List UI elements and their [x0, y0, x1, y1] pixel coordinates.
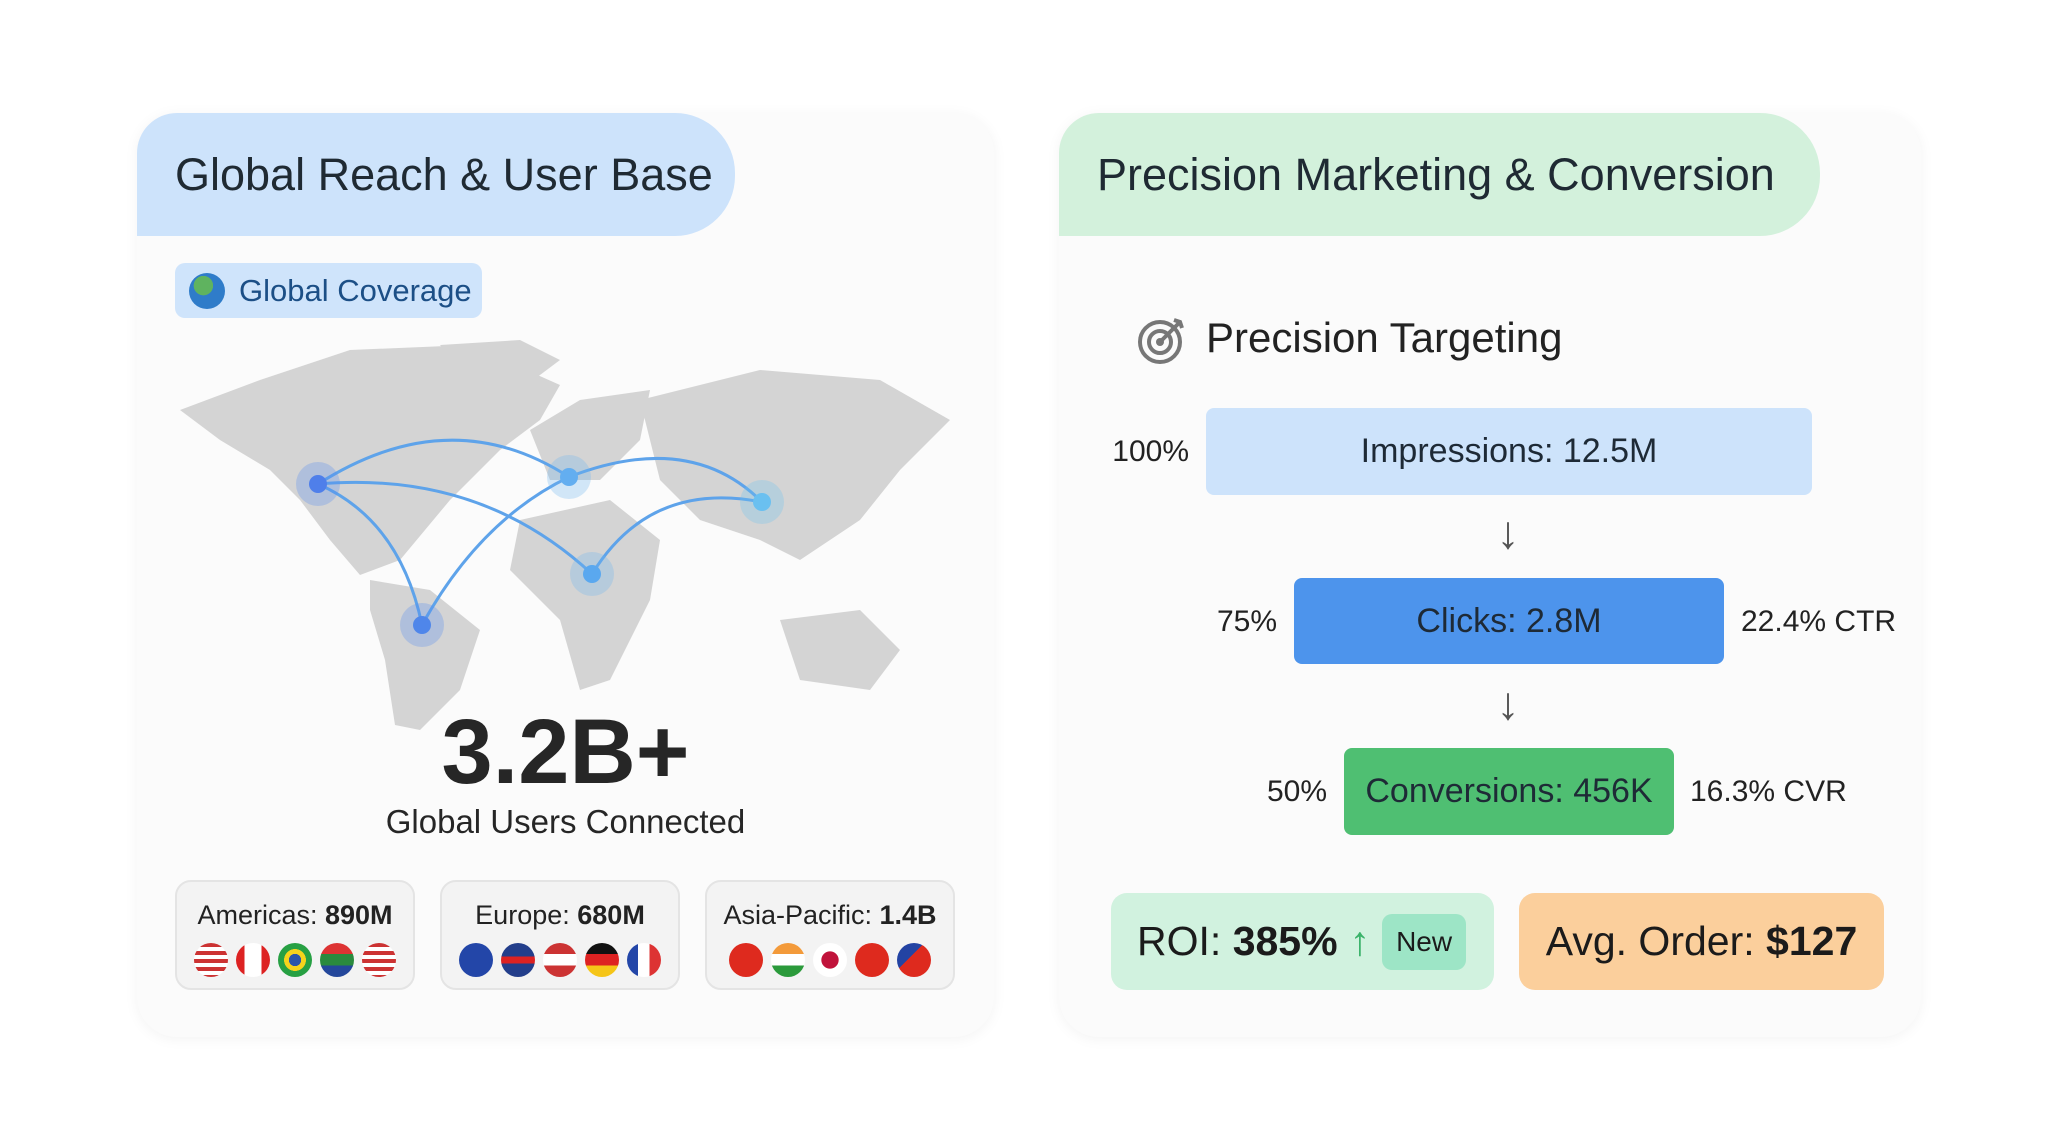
global-reach-header: Global Reach & User Base: [137, 113, 735, 236]
roi-card: ROI: 385% ↑ New: [1111, 893, 1494, 990]
precision-marketing-header: Precision Marketing & Conversion: [1059, 113, 1820, 236]
region-value: 890M: [325, 900, 393, 930]
impressions-bar: Impressions: 12.5M: [1206, 408, 1812, 495]
north-america: [180, 345, 560, 575]
hotspots: [296, 455, 784, 647]
clicks-percent: 75%: [1216, 605, 1277, 638]
total-users-label: Global Users Connected: [385, 803, 746, 840]
roi-label: ROI:: [1137, 918, 1222, 964]
region-value: 1.4B: [879, 900, 937, 930]
precision-marketing-card: [1059, 113, 1921, 1037]
avg-order-card: Avg. Order: $127: [1519, 893, 1884, 990]
region-europe: Europe: 680M: [440, 880, 680, 990]
europe: [530, 390, 650, 480]
connection-arcs: [317, 438, 764, 626]
new-badge: New: [1382, 913, 1467, 970]
down-arrow-icon: ↓: [1496, 677, 1520, 729]
region-name: Europe:: [475, 900, 570, 930]
avg-order-label: Avg. Order:: [1545, 918, 1755, 964]
flag-cn-icon: [855, 943, 889, 977]
africa: [510, 500, 660, 690]
flag-us-icon: [194, 943, 228, 977]
down-arrow-icon: ↓: [1496, 506, 1520, 558]
flag-de-icon: [585, 943, 619, 977]
target-icon: [1138, 318, 1184, 364]
flag-jp-icon: [813, 943, 847, 977]
region-americas: Americas: 890M: [175, 880, 415, 990]
impressions-percent: 100%: [1112, 435, 1189, 468]
flag-cn-icon: [729, 943, 763, 977]
flag-in-icon: [771, 943, 805, 977]
roi-value: 385%: [1232, 918, 1338, 964]
cvr-rate: 16.3% CVR: [1690, 775, 1847, 808]
region-name: Americas:: [197, 900, 318, 930]
flag-us-icon: [362, 943, 396, 977]
flag-eu-icon: [459, 943, 493, 977]
australia: [780, 610, 900, 690]
badge-label: Global Coverage: [239, 272, 472, 308]
flag-gb-icon: [501, 943, 535, 977]
conversions-percent: 50%: [1266, 775, 1327, 808]
globe-icon: [189, 272, 225, 309]
south-america: [370, 580, 480, 730]
conversions-bar: Conversions: 456K: [1344, 748, 1674, 835]
flag-at-icon: [543, 943, 577, 977]
flag-tw-icon: [897, 943, 931, 977]
up-arrow-icon: ↑: [1349, 918, 1371, 964]
avg-order-value: $127: [1766, 918, 1858, 964]
region-value: 680M: [577, 900, 645, 930]
section-title: Precision Targeting: [1206, 314, 1563, 361]
clicks-bar: Clicks: 2.8M: [1294, 578, 1724, 664]
asia: [640, 370, 950, 560]
flag-br-icon: [278, 943, 312, 977]
flag-za-icon: [320, 943, 354, 977]
ctr-rate: 22.4% CTR: [1741, 605, 1897, 638]
flag-ca-icon: [236, 943, 270, 977]
region-name: Asia-Pacific:: [723, 900, 872, 930]
region-asia-pacific: Asia-Pacific: 1.4B: [705, 880, 955, 990]
flag-fr-icon: [627, 943, 661, 977]
global-coverage-badge: Global Coverage: [175, 263, 482, 318]
total-users-value: 3.2B+: [441, 701, 690, 803]
greenland: [440, 340, 560, 390]
continents: [180, 340, 950, 730]
